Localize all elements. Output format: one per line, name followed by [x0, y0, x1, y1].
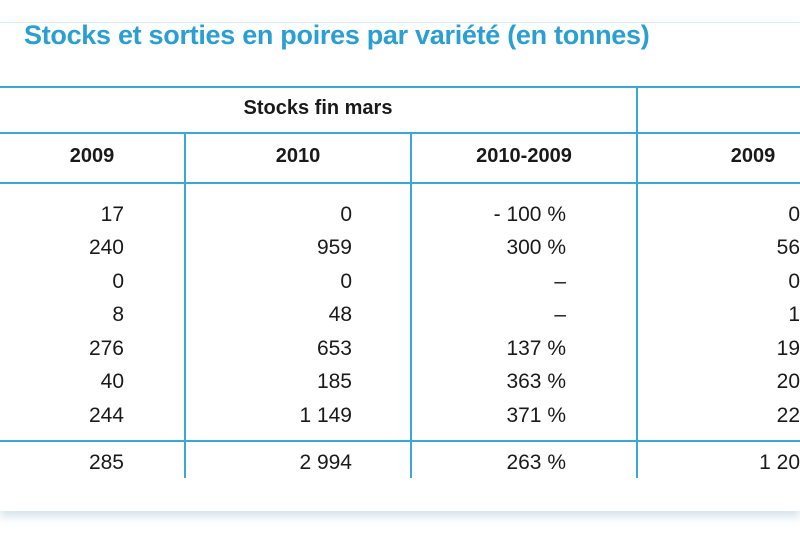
rule-group-divider — [636, 86, 638, 478]
table-cell: 137 % — [506, 337, 566, 360]
table-cell: 1 20 — [759, 451, 800, 474]
table-cell: 48 — [328, 303, 352, 326]
table-cell: 240 — [88, 236, 124, 259]
table-cell: 244 — [88, 404, 124, 427]
column-header: 2010-2009 — [476, 145, 572, 167]
group-header-stocks: Stocks fin mars — [243, 97, 393, 119]
table-cell: 653 — [316, 337, 352, 360]
table-cell: 0 — [340, 203, 352, 226]
rule-col-2 — [410, 132, 412, 478]
table-cell: 17 — [100, 203, 124, 226]
column-header: 2009 — [730, 145, 776, 167]
table-cell: 300 % — [506, 236, 566, 259]
table-cell: – — [554, 303, 566, 326]
table-cell: 20 — [776, 370, 800, 393]
table-cell: 285 — [88, 451, 124, 474]
table-cell: 0 — [788, 203, 800, 226]
table-cell: 0 — [788, 270, 800, 293]
rule-top — [0, 86, 800, 88]
rule-total — [0, 440, 800, 442]
table-cell: 0 — [112, 270, 124, 293]
table-cell: 8 — [112, 303, 124, 326]
table-cell: 371 % — [506, 404, 566, 427]
table-cell: 2 994 — [299, 451, 352, 474]
table-cell: 56 — [776, 236, 800, 259]
column-header: 2010 — [275, 145, 321, 167]
column-header: 2009 — [69, 145, 115, 167]
table-cell: 185 — [316, 370, 352, 393]
table-cell: 22 — [776, 404, 800, 427]
rule-column-header — [0, 182, 800, 184]
table-cell: 959 — [316, 236, 352, 259]
table-cell: 263 % — [506, 451, 566, 474]
table-cell: 1 — [788, 303, 800, 326]
table-card — [0, 22, 800, 511]
table-cell: 1 149 — [299, 404, 352, 427]
table-cell: 276 — [88, 337, 124, 360]
rule-col-1 — [184, 132, 186, 478]
table-cell: 40 — [100, 370, 124, 393]
table-cell: – — [554, 270, 566, 293]
rule-group-header — [0, 132, 800, 134]
table-cell: - 100 % — [493, 203, 566, 226]
table-title: Stocks et sorties en poires par variété … — [24, 20, 650, 50]
table-cell: 0 — [340, 270, 352, 293]
table-cell: 19 — [776, 337, 800, 360]
table-cell: 363 % — [506, 370, 566, 393]
